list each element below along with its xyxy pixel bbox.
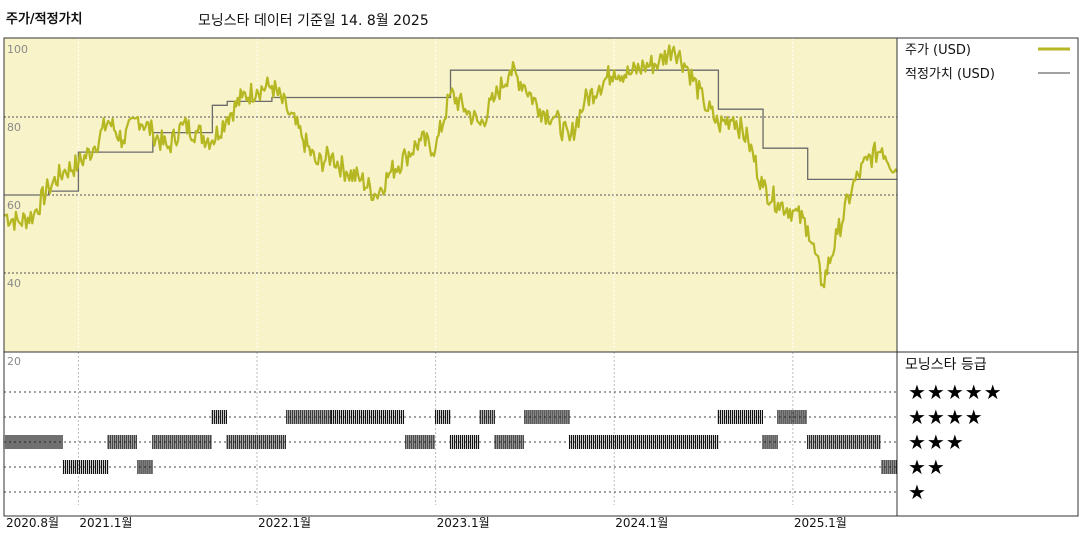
y-tick-label: 100 bbox=[7, 43, 28, 56]
y-tick-label: 80 bbox=[7, 121, 21, 134]
y-tick-label: 20 bbox=[7, 355, 21, 368]
rating-period-4-star bbox=[777, 410, 807, 424]
rating-period-3-star bbox=[226, 435, 286, 449]
rating-row-stars: ★★ bbox=[908, 455, 946, 479]
legend-price-label: 주가 (USD) bbox=[905, 43, 971, 58]
rating-period-2-star bbox=[137, 460, 153, 474]
x-tick-label: 2021.1월 bbox=[79, 516, 132, 530]
rating-row-stars: ★★★ bbox=[908, 430, 965, 454]
rating-period-2-star bbox=[881, 460, 897, 474]
x-tick-label: 2023.1월 bbox=[437, 516, 490, 530]
rating-period-3-star bbox=[449, 435, 480, 449]
rating-period-4-star bbox=[211, 410, 227, 424]
rating-period-3-star bbox=[568, 435, 719, 449]
rating-period-4-star bbox=[330, 410, 405, 424]
rating-period-3-star bbox=[494, 435, 524, 449]
x-tick-label: 2022.1월 bbox=[258, 516, 311, 530]
y-tick-label: 60 bbox=[7, 199, 21, 212]
legend-fair-label: 적정가치 (USD) bbox=[905, 67, 995, 82]
rating-period-3-star bbox=[152, 435, 212, 449]
x-tick-label: 2020.8월 bbox=[6, 516, 59, 530]
chart-frame bbox=[3, 37, 1079, 517]
rating-row-stars: ★ bbox=[908, 480, 927, 504]
rating-period-4-star bbox=[286, 410, 332, 424]
rating-period-4-star bbox=[524, 410, 570, 424]
rating-period-4-star bbox=[435, 410, 451, 424]
chart-title: 주가/적정가치 bbox=[6, 12, 83, 27]
rating-period-3-star bbox=[762, 435, 778, 449]
fair-value-line bbox=[4, 69, 897, 196]
rating-period-3-star bbox=[405, 435, 435, 449]
data-date-subtitle: 모닝스타 데이터 기준일 14. 8월 2025 bbox=[198, 13, 429, 29]
rating-period-3-star bbox=[3, 435, 63, 449]
rating-period-2-star bbox=[62, 460, 109, 474]
x-tick-label: 2025.1월 bbox=[794, 516, 847, 530]
rating-period-4-star bbox=[717, 410, 764, 424]
rating-panel-title: 모닝스타 등급 bbox=[905, 357, 987, 373]
rating-period-4-star bbox=[479, 410, 495, 424]
price-line bbox=[3, 44, 898, 289]
rating-row-stars: ★★★★ bbox=[908, 405, 984, 429]
rating-row-stars: ★★★★★ bbox=[908, 380, 1003, 404]
x-tick-label: 2024.1월 bbox=[615, 516, 668, 530]
rating-period-3-star bbox=[807, 435, 881, 449]
rating-period-3-star bbox=[107, 435, 137, 449]
y-tick-label: 40 bbox=[7, 277, 21, 290]
